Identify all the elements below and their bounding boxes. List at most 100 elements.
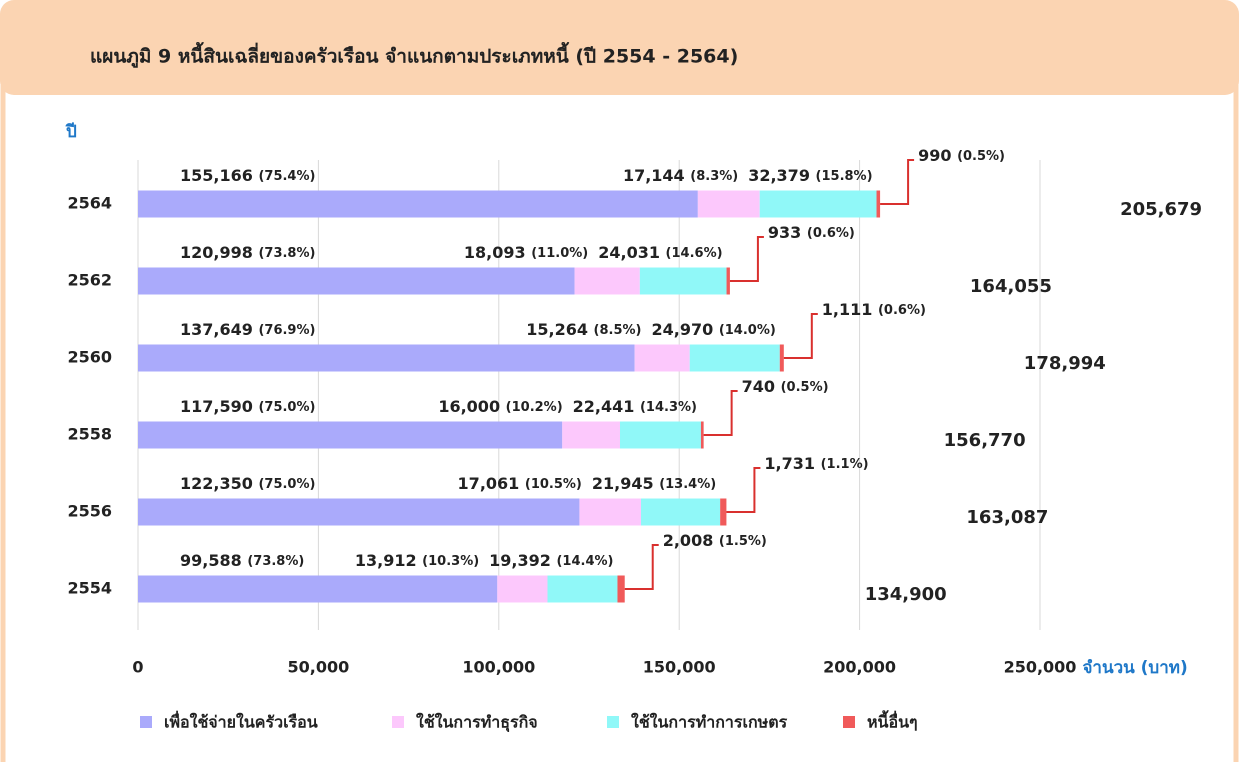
value-number: 15,264 <box>526 320 588 339</box>
value-share: (75.4%) <box>258 169 315 184</box>
x-tick-label: 200,000 <box>823 658 896 677</box>
value-label: 137,649 (76.9%) <box>180 320 315 339</box>
legend-label: หนี้อื่นๆ <box>867 710 918 732</box>
value-share: (1.5%) <box>719 534 767 549</box>
bar-segment <box>497 575 548 603</box>
value-label: 15,264 (8.5%) <box>526 320 641 339</box>
value-share: (75.0%) <box>258 477 315 492</box>
x-tick-label: 0 <box>132 658 143 677</box>
bar-segment <box>697 190 760 218</box>
leader-line <box>783 313 818 359</box>
value-share: (14.4%) <box>556 554 613 569</box>
value-label: 155,166 (75.4%) <box>180 166 315 185</box>
value-share: (14.3%) <box>640 400 697 415</box>
bar-segment <box>579 498 641 526</box>
total-label: 205,679 <box>1120 199 1202 220</box>
leader-line <box>729 236 764 282</box>
value-number: 24,970 <box>651 320 713 339</box>
value-label: 19,392 (14.4%) <box>489 551 613 570</box>
value-number: 933 <box>768 223 801 242</box>
value-number: 32,379 <box>748 166 810 185</box>
x-tick-label: 250,000 <box>1004 658 1077 677</box>
value-share: (0.6%) <box>807 226 855 241</box>
value-number: 19,392 <box>489 551 551 570</box>
bar-segment <box>617 575 625 603</box>
legend-swatch <box>607 716 619 728</box>
value-label: 17,144 (8.3%) <box>623 166 738 185</box>
total-label: 178,994 <box>1024 353 1106 374</box>
bar-segment <box>619 421 701 449</box>
leader-line <box>726 467 761 513</box>
value-number: 740 <box>742 377 775 396</box>
total-label: 164,055 <box>970 276 1052 297</box>
value-number: 120,998 <box>180 243 253 262</box>
bar-segment <box>138 421 563 449</box>
value-number: 990 <box>918 146 951 165</box>
value-number: 13,912 <box>355 551 417 570</box>
total-label: 163,087 <box>966 507 1048 528</box>
bar-segment <box>634 344 690 372</box>
value-share: (11.0%) <box>531 246 588 261</box>
value-share: (1.1%) <box>821 457 869 472</box>
value-label: 1,111 (0.6%) <box>822 300 926 319</box>
value-share: (73.8%) <box>247 554 304 569</box>
bar-segment <box>138 575 498 603</box>
bar-segment <box>700 421 704 449</box>
y-tick-label: 2554 <box>67 579 112 598</box>
bar-segment <box>138 498 580 526</box>
bar-segment <box>562 421 620 449</box>
bar-segment <box>639 267 727 295</box>
value-number: 99,588 <box>180 551 242 570</box>
value-number: 137,649 <box>180 320 253 339</box>
leader-line <box>880 159 915 205</box>
value-label: 16,000 (10.2%) <box>438 397 562 416</box>
legend-swatch <box>843 716 855 728</box>
value-label: 18,093 (11.0%) <box>464 243 588 262</box>
value-number: 2,008 <box>663 531 714 550</box>
value-share: (75.0%) <box>258 400 315 415</box>
chart-title: แผนภูมิ 9 หนี้สินเฉลี่ยของครัวเรือน จำแน… <box>90 42 738 69</box>
bar-segment <box>574 267 640 295</box>
value-label: 17,061 (10.5%) <box>458 474 582 493</box>
bar-segment <box>138 267 575 295</box>
value-share: (73.8%) <box>258 246 315 261</box>
legend-swatch <box>392 716 404 728</box>
y-tick-label: 2560 <box>67 348 112 367</box>
bar-segment <box>876 190 881 218</box>
header-band <box>0 0 1239 95</box>
bar-segment <box>138 190 698 218</box>
value-share: (0.5%) <box>781 380 829 395</box>
value-number: 17,144 <box>623 166 685 185</box>
total-label: 134,900 <box>865 584 947 605</box>
value-label: 21,945 (13.4%) <box>592 474 716 493</box>
value-number: 117,590 <box>180 397 253 416</box>
value-number: 122,350 <box>180 474 253 493</box>
value-number: 22,441 <box>573 397 635 416</box>
y-tick-label: 2564 <box>67 194 112 213</box>
value-number: 1,111 <box>822 300 873 319</box>
value-share: (8.3%) <box>690 169 738 184</box>
value-label: 117,590 (75.0%) <box>180 397 315 416</box>
value-label: 24,031 (14.6%) <box>598 243 722 262</box>
value-share: (10.2%) <box>506 400 563 415</box>
value-share: (76.9%) <box>258 323 315 338</box>
value-label: 24,970 (14.0%) <box>651 320 775 339</box>
y-tick-label: 2556 <box>67 502 112 521</box>
bar-segment <box>138 344 635 372</box>
bar-segment <box>547 575 618 603</box>
x-tick-label: 50,000 <box>288 658 350 677</box>
y-axis-label: ปี <box>65 121 77 142</box>
value-label: 13,912 (10.3%) <box>355 551 479 570</box>
value-share: (14.6%) <box>666 246 723 261</box>
bar-segment <box>640 498 721 526</box>
legend-label: ใช้ในการทำการเกษตร <box>631 713 788 732</box>
value-share: (10.5%) <box>525 477 582 492</box>
value-share: (13.4%) <box>659 477 716 492</box>
value-number: 18,093 <box>464 243 526 262</box>
value-number: 24,031 <box>598 243 660 262</box>
value-share: (15.8%) <box>816 169 873 184</box>
legend-swatch <box>140 716 152 728</box>
value-share: (14.0%) <box>719 323 776 338</box>
value-number: 16,000 <box>438 397 500 416</box>
